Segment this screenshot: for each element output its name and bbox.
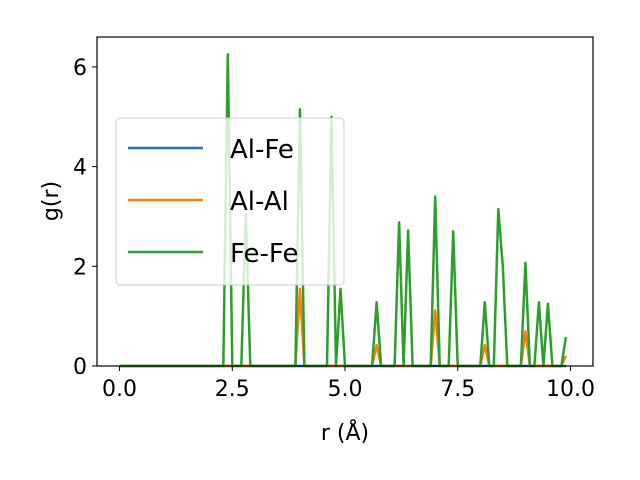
legend-frame bbox=[115, 117, 345, 286]
y-tick-label: 6 bbox=[73, 56, 87, 81]
y-axis-label: g(r) bbox=[39, 181, 64, 221]
x-axis-label: r (Å) bbox=[321, 419, 369, 446]
legend-label: Al-Al bbox=[230, 187, 289, 217]
x-tick-label: 2.5 bbox=[215, 377, 250, 402]
y-tick-label: 0 bbox=[73, 355, 87, 380]
y-axis: 0 2 4 6 bbox=[73, 56, 97, 380]
legend: Al-Fe Al-Al Fe-Fe bbox=[115, 117, 345, 286]
y-tick-label: 4 bbox=[73, 156, 87, 181]
x-axis: 0.0 2.5 5.0 7.5 10.0 bbox=[102, 366, 595, 402]
legend-label: Al-Fe bbox=[230, 135, 294, 165]
x-tick-label: 7.5 bbox=[440, 377, 475, 402]
x-tick-label: 10.0 bbox=[546, 377, 595, 402]
legend-label: Fe-Fe bbox=[230, 239, 298, 269]
x-tick-label: 0.0 bbox=[102, 377, 137, 402]
x-tick-label: 5.0 bbox=[328, 377, 363, 402]
y-tick-label: 2 bbox=[73, 255, 87, 280]
